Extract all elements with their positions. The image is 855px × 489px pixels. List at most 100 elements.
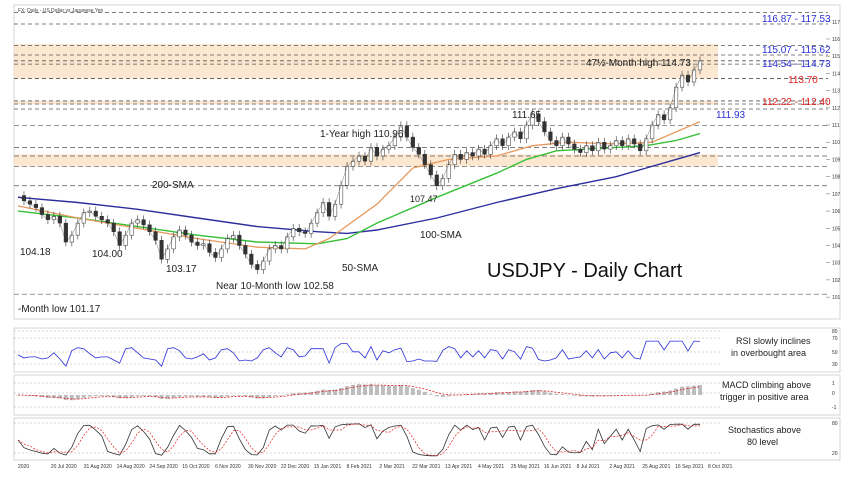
sma-200-line xyxy=(17,151,701,235)
macd-histogram-bar xyxy=(39,395,44,398)
macd-histogram-bar xyxy=(590,395,595,397)
macd-histogram-bar xyxy=(656,392,661,395)
macd-histogram-bar xyxy=(500,392,505,395)
x-axis-label: 8 Jul 2021 xyxy=(577,464,600,470)
macd-histogram-bar xyxy=(81,395,86,398)
candle-body xyxy=(57,215,62,224)
annotation-104-18: 104.18 xyxy=(20,247,51,258)
candle-body xyxy=(291,228,296,238)
annotation-year-high: 1-Year high 110.96 xyxy=(320,129,404,140)
indicator-tick-label: 20 xyxy=(832,451,838,457)
macd-histogram-bar xyxy=(327,389,332,395)
macd-histogram-bar xyxy=(572,395,577,396)
price-zone xyxy=(14,100,718,105)
macd-histogram-bar xyxy=(51,395,56,399)
macd-histogram-bar xyxy=(291,393,296,395)
y-axis-tick-label: 117 xyxy=(832,20,840,26)
candle-body xyxy=(524,124,529,140)
x-axis-label: 2 Mar 2021 xyxy=(379,464,405,470)
macd-histogram-bar xyxy=(237,395,242,396)
y-axis-tick-label: 110 xyxy=(832,140,840,146)
y-axis-tick-label: 105 xyxy=(832,226,841,232)
candle-body xyxy=(674,86,679,109)
x-axis-label: 8 Feb 2021 xyxy=(347,464,373,470)
y-axis-tick-label: 104 xyxy=(832,243,841,249)
candle-body xyxy=(165,248,170,260)
macd-histogram-bar xyxy=(153,395,158,398)
x-axis-label: 31 Aug 2020 xyxy=(84,464,112,470)
annotation-200-sma: 200-SMA xyxy=(152,180,194,191)
candle-body xyxy=(123,234,128,246)
macd-panel-frame xyxy=(13,374,841,416)
candle-body xyxy=(650,124,655,140)
x-axis-label: 16 Jun 2021 xyxy=(544,464,572,470)
sma-100-line xyxy=(17,132,701,245)
x-axis-label: 22 Mar 2021 xyxy=(412,464,440,470)
macd-histogram-bar xyxy=(554,393,559,395)
macd-signal-line xyxy=(17,384,701,400)
candle-body xyxy=(644,138,649,152)
x-axis-label: 2020 xyxy=(18,464,29,470)
macd-histogram-bar xyxy=(213,395,218,399)
candle-body xyxy=(404,125,409,138)
macd-histogram-bar xyxy=(135,395,140,397)
candle-body xyxy=(249,253,254,265)
macd-histogram-bar xyxy=(75,395,80,400)
macd-histogram-bar xyxy=(680,386,685,395)
stoch-legend-line-2: 80 level xyxy=(747,437,778,447)
macd-histogram-bar xyxy=(410,387,415,395)
candle-body xyxy=(63,222,68,243)
candle-body xyxy=(428,164,433,176)
macd-histogram-bar xyxy=(416,389,421,395)
macd-histogram-bar xyxy=(249,395,254,398)
macd-histogram-bar xyxy=(69,395,74,401)
y-axis-tick-label: 109 xyxy=(832,157,841,163)
macd-histogram-bar xyxy=(398,385,403,395)
macd-histogram-bar xyxy=(129,395,134,398)
macd-histogram-bar xyxy=(93,395,98,397)
y-axis-tick-label: 111 xyxy=(832,123,840,129)
indicator-tick-label: 80 xyxy=(832,329,838,335)
macd-histogram-bar xyxy=(333,389,338,395)
macd-histogram-bar xyxy=(404,386,409,395)
y-axis-tick-label: 106 xyxy=(832,209,841,215)
macd-histogram-bar xyxy=(279,395,284,396)
candle-body xyxy=(506,136,511,146)
x-axis-label: 20 Jul 2020 xyxy=(51,464,77,470)
level-label-113-70: 113.70 xyxy=(788,75,818,86)
candle-body xyxy=(452,154,457,165)
macd-histogram-bar xyxy=(273,395,278,397)
x-axis-label: 25 May 2021 xyxy=(511,464,540,470)
x-axis-label: 16 Sep 2021 xyxy=(675,464,704,470)
indicator-tick-label: 30 xyxy=(832,362,838,368)
x-axis-label: 6 Nov 2020 xyxy=(215,464,241,470)
macd-histogram-bar xyxy=(171,395,176,399)
annotation-100-sma: 100-SMA xyxy=(420,230,462,241)
macd-histogram-bar xyxy=(530,389,535,395)
macd-histogram-bar xyxy=(470,393,475,395)
macd-histogram-bar xyxy=(668,390,673,395)
macd-histogram-bar xyxy=(357,384,361,395)
macd-histogram-bar xyxy=(117,395,122,399)
macd-histogram-bar xyxy=(374,384,379,395)
macd-histogram-bar xyxy=(638,395,643,396)
stoch-legend-line-1: Stochastics above xyxy=(728,425,801,435)
rsi-legend-line-1: RSI slowly inclines xyxy=(736,336,811,346)
candle-body xyxy=(81,212,86,224)
x-axis-label: 24 Sep 2020 xyxy=(149,464,178,470)
candle-body xyxy=(285,236,290,250)
x-axis-label: 4 May 2021 xyxy=(478,464,504,470)
macd-histogram-bar xyxy=(177,395,182,397)
rsi-legend-line-2: in overbought area xyxy=(731,348,806,358)
annotation-107-47: 107.47 xyxy=(410,194,438,204)
candle-body xyxy=(344,166,350,186)
y-axis-tick-label: 113 xyxy=(832,89,840,95)
macd-histogram-bar xyxy=(518,391,523,395)
candle-body xyxy=(638,143,643,152)
macd-histogram-bar xyxy=(165,395,170,400)
macd-histogram-bar xyxy=(351,384,356,395)
candle-body xyxy=(261,260,266,270)
candle-body xyxy=(668,107,673,121)
macd-histogram-bar xyxy=(219,395,224,398)
